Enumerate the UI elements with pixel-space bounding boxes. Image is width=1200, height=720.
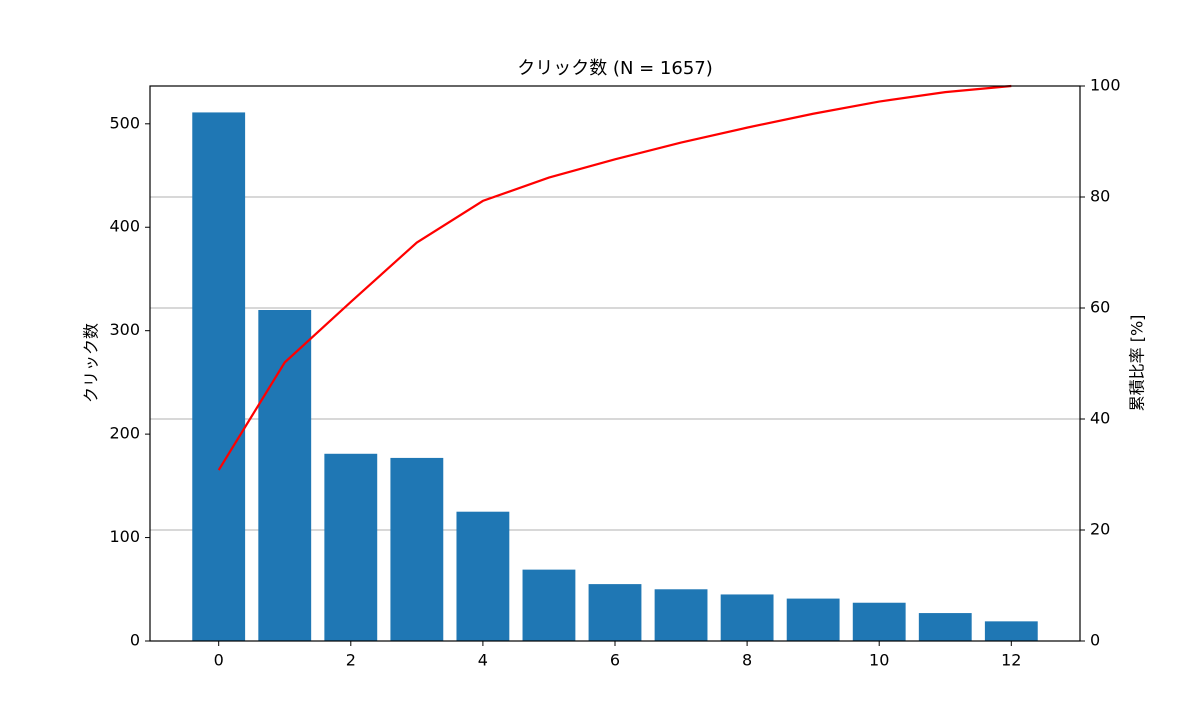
y-tick-label: 400 <box>109 217 140 236</box>
bar <box>984 621 1038 641</box>
bar <box>918 613 972 641</box>
y2-axis-label: 累積比率 [%] <box>1128 315 1147 412</box>
bar <box>786 598 840 641</box>
y-tick-label: 100 <box>109 527 140 546</box>
bar <box>588 584 642 641</box>
bar <box>852 602 906 641</box>
y2-tick-label: 40 <box>1090 409 1110 428</box>
y2-tick-label: 20 <box>1090 520 1110 539</box>
bar <box>390 457 444 641</box>
x-tick-label: 12 <box>1001 651 1021 670</box>
x-tick-label: 0 <box>214 651 224 670</box>
bar <box>192 112 246 641</box>
x-tick-label: 2 <box>346 651 356 670</box>
y2-tick-label: 100 <box>1090 76 1121 95</box>
x-tick-label: 4 <box>478 651 488 670</box>
y2-tick-label: 60 <box>1090 298 1110 317</box>
y-tick-label: 200 <box>109 424 140 443</box>
x-tick-label: 10 <box>869 651 889 670</box>
y2-tick-label: 80 <box>1090 187 1110 206</box>
bar <box>456 511 510 641</box>
y-tick-label: 500 <box>109 113 140 132</box>
y2-tick-label: 0 <box>1090 631 1100 650</box>
bar <box>258 309 312 641</box>
cumulative-line <box>217 84 1012 471</box>
x-tick-label: 8 <box>742 651 752 670</box>
chart-title: クリック数 (N = 1657) <box>517 58 713 79</box>
bar <box>324 453 378 641</box>
bar <box>654 589 708 641</box>
x-tick-label: 6 <box>610 651 620 670</box>
bar <box>720 594 774 641</box>
y-axis-label: クリック数 <box>82 323 101 403</box>
y-tick-label: 0 <box>130 631 140 650</box>
bar <box>522 569 576 641</box>
y-tick-label: 300 <box>109 320 140 339</box>
